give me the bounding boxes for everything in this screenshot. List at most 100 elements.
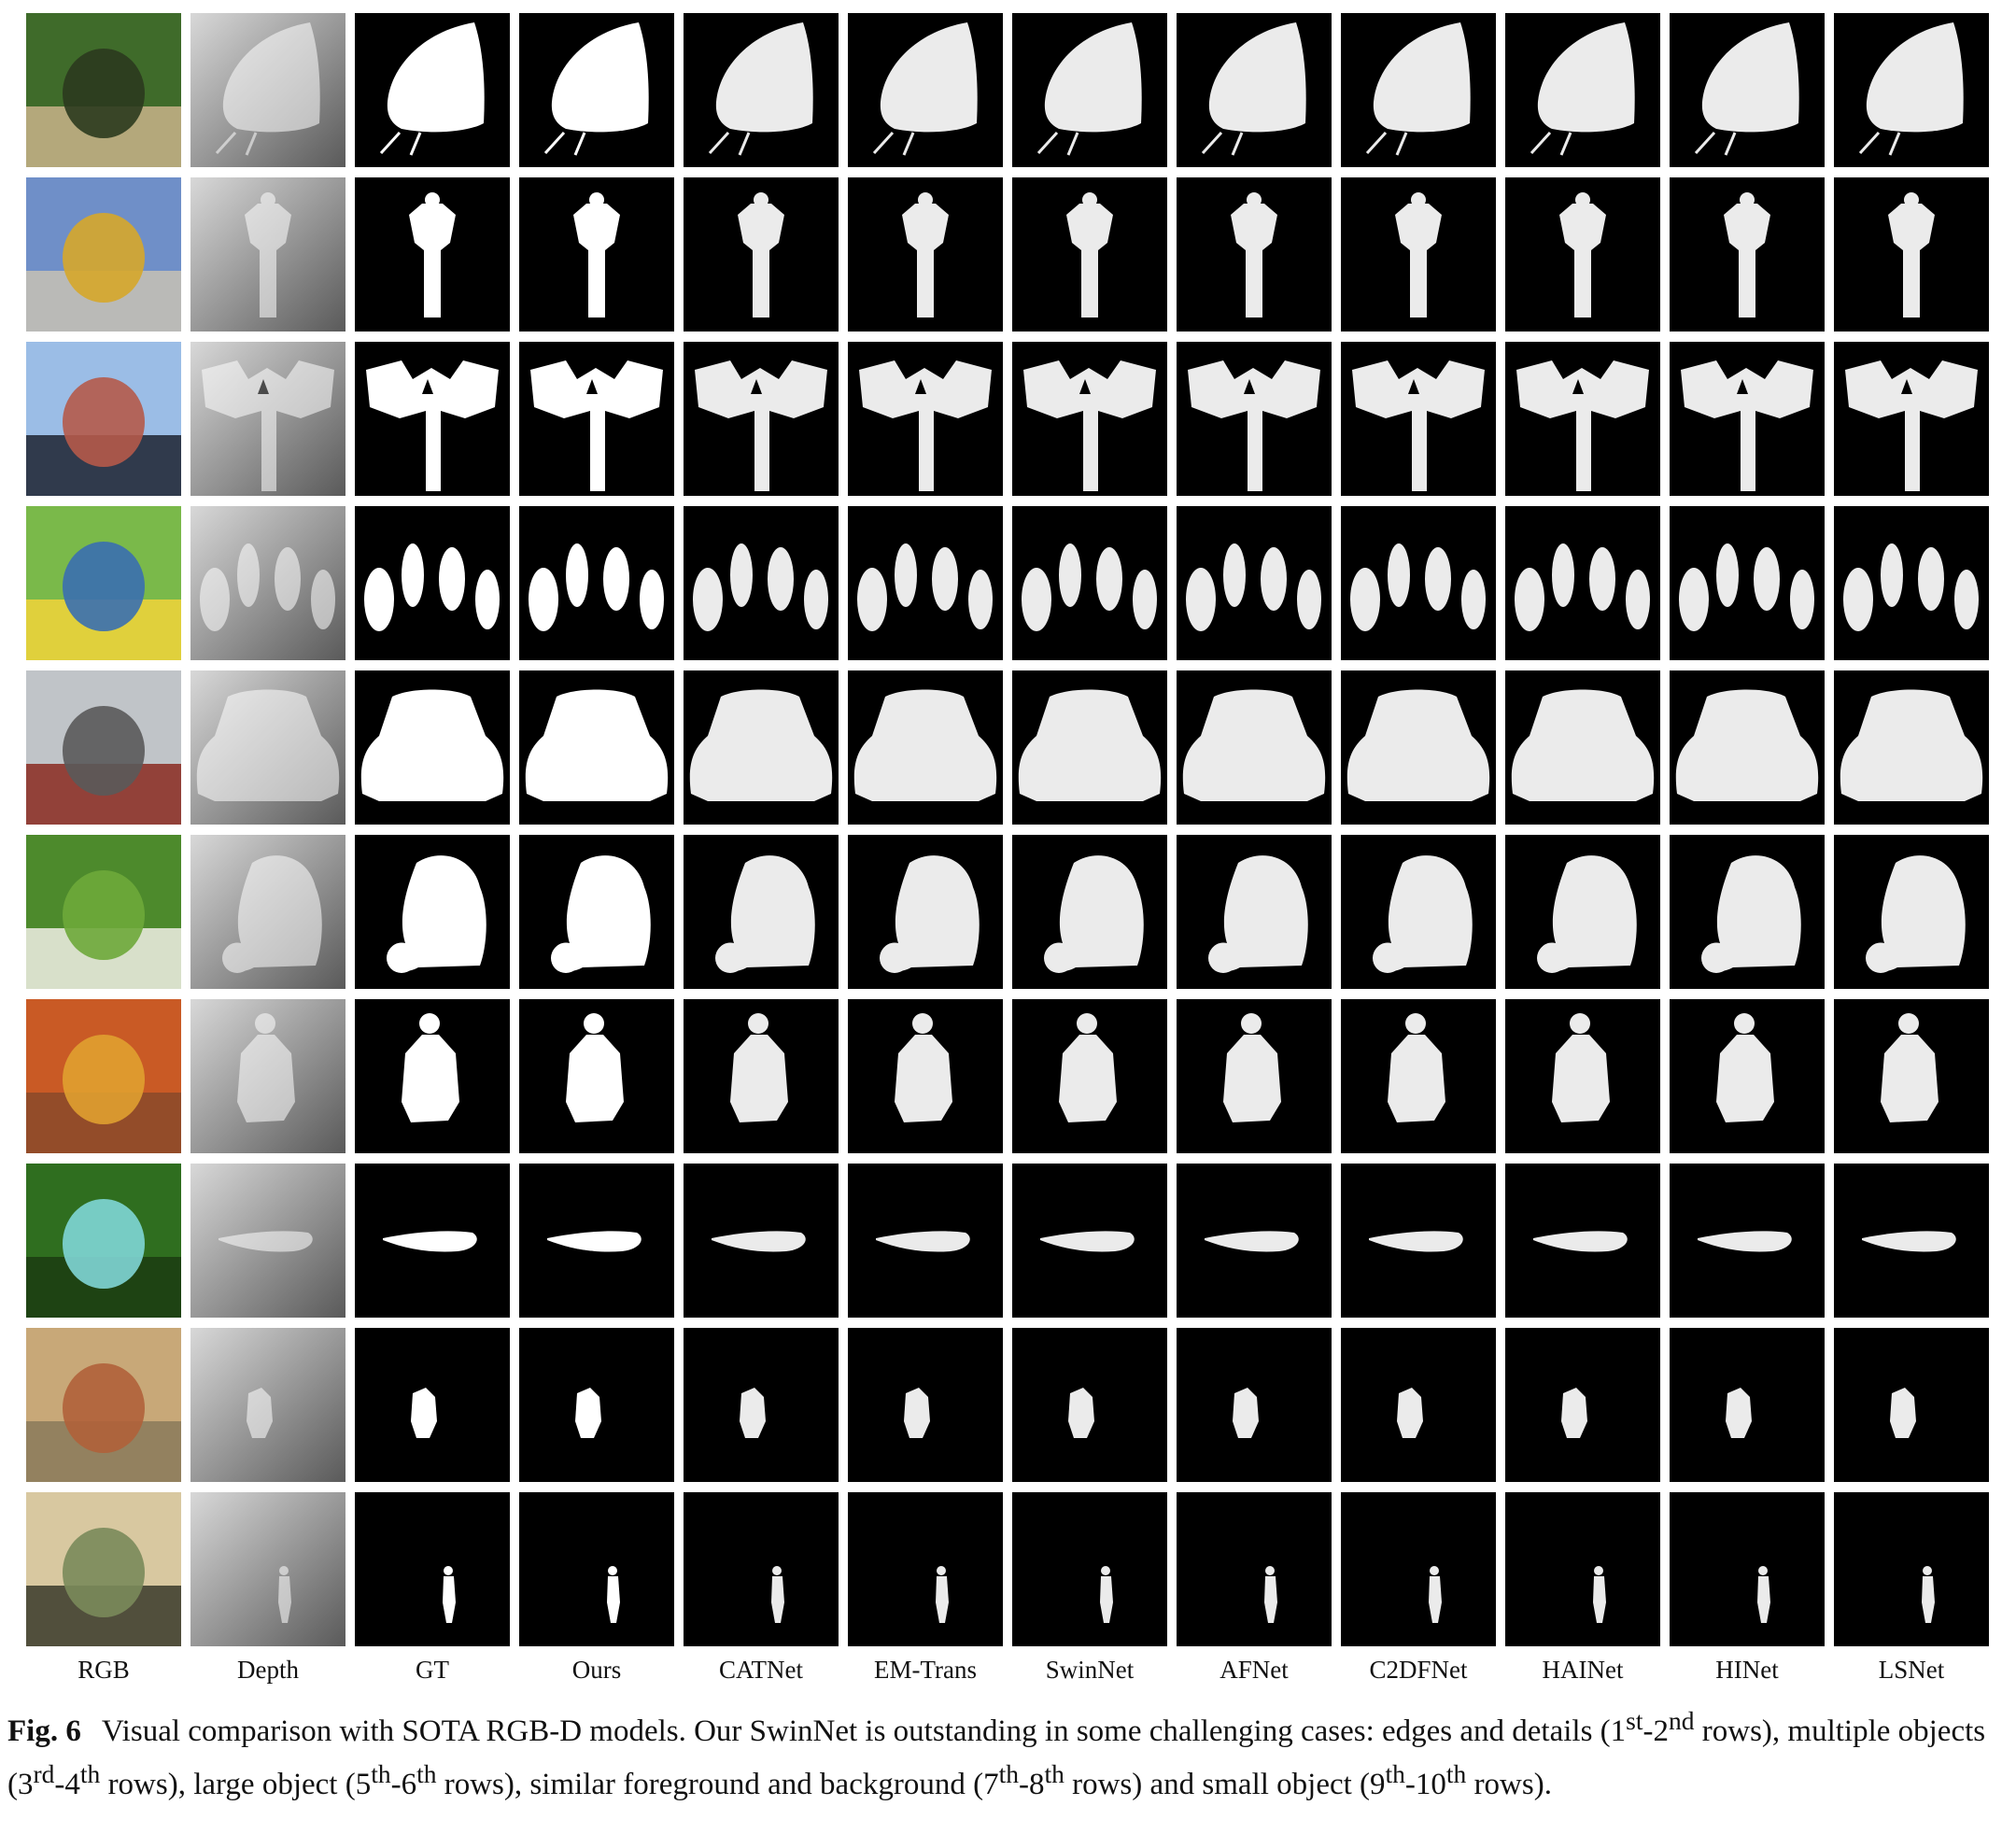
column-label: SwinNet xyxy=(1045,1656,1135,1684)
saliency-mask xyxy=(355,506,510,660)
caption-text-1: Visual comparison with SOTA RGB-D models… xyxy=(101,1714,1627,1748)
cell-rgb xyxy=(26,1492,181,1646)
cell-hainet xyxy=(1505,999,1660,1153)
cell-ours xyxy=(519,13,674,167)
saliency-mask xyxy=(1670,670,1825,825)
saliency-mask xyxy=(1505,1492,1660,1646)
caption-text-7: rows), similar foreground and background… xyxy=(436,1768,999,1801)
saliency-mask xyxy=(1505,835,1660,989)
cell-gt xyxy=(355,342,510,496)
saliency-mask xyxy=(1341,1164,1496,1318)
saliency-mask xyxy=(684,506,839,660)
caption-sup-2: nd xyxy=(1669,1706,1695,1735)
comparison-row xyxy=(26,835,1996,989)
cell-catnet xyxy=(684,1164,839,1318)
cell-c2dfnet xyxy=(1341,1492,1496,1646)
cell-gt xyxy=(355,835,510,989)
saliency-mask xyxy=(684,670,839,825)
saliency-mask xyxy=(684,1328,839,1482)
cell-catnet xyxy=(684,999,839,1153)
cell-depth xyxy=(190,670,345,825)
cell-hinet xyxy=(1670,835,1825,989)
caption-sup-5: th xyxy=(371,1759,391,1788)
comparison-row xyxy=(26,1164,1996,1318)
cell-c2dfnet xyxy=(1341,177,1496,332)
cell-lsnet xyxy=(1834,835,1989,989)
cell-hinet xyxy=(1670,506,1825,660)
cell-ours xyxy=(519,670,674,825)
saliency-mask xyxy=(1834,1164,1989,1318)
column-label: RGB xyxy=(78,1656,130,1684)
cell-hainet xyxy=(1505,13,1660,167)
caption-text-5: rows), large object (5 xyxy=(100,1768,372,1801)
saliency-mask xyxy=(1177,177,1332,332)
saliency-mask xyxy=(1505,177,1660,332)
saliency-mask xyxy=(1834,999,1989,1153)
cell-em-trans xyxy=(848,177,1003,332)
saliency-mask xyxy=(355,342,510,496)
column-label: AFNet xyxy=(1219,1656,1289,1684)
cell-hainet xyxy=(1505,177,1660,332)
caption-sup-3: rd xyxy=(33,1759,55,1788)
cell-swinnet xyxy=(1012,999,1167,1153)
saliency-mask xyxy=(1505,1328,1660,1482)
saliency-mask xyxy=(1341,177,1496,332)
depth-image xyxy=(190,13,345,167)
rgb-image xyxy=(26,1492,181,1646)
saliency-mask xyxy=(684,13,839,167)
saliency-mask xyxy=(848,13,1003,167)
cell-afnet xyxy=(1177,1164,1332,1318)
cell-hainet xyxy=(1505,1492,1660,1646)
saliency-mask xyxy=(848,1492,1003,1646)
caption-text-2: -2 xyxy=(1642,1714,1670,1748)
saliency-mask xyxy=(1341,342,1496,496)
cell-catnet xyxy=(684,342,839,496)
cell-rgb xyxy=(26,342,181,496)
cell-hinet xyxy=(1670,1492,1825,1646)
saliency-mask xyxy=(519,1328,674,1482)
saliency-mask xyxy=(1177,506,1332,660)
saliency-mask xyxy=(519,13,674,167)
cell-gt xyxy=(355,1164,510,1318)
figure-number: Fig. 6 xyxy=(7,1714,81,1748)
cell-em-trans xyxy=(848,1492,1003,1646)
cell-ours xyxy=(519,177,674,332)
column-label: EM-Trans xyxy=(873,1656,978,1684)
rgb-image xyxy=(26,835,181,989)
cell-afnet xyxy=(1177,13,1332,167)
saliency-mask xyxy=(1834,342,1989,496)
depth-image xyxy=(190,1328,345,1482)
cell-em-trans xyxy=(848,13,1003,167)
caption-text-11: rows). xyxy=(1466,1768,1552,1801)
saliency-mask xyxy=(848,670,1003,825)
saliency-mask xyxy=(1834,177,1989,332)
saliency-mask xyxy=(355,1328,510,1482)
comparison-row xyxy=(26,1492,1996,1646)
cell-afnet xyxy=(1177,835,1332,989)
cell-afnet xyxy=(1177,1328,1332,1482)
cell-gt xyxy=(355,506,510,660)
cell-rgb xyxy=(26,13,181,167)
saliency-mask xyxy=(519,835,674,989)
saliency-mask xyxy=(1012,1164,1167,1318)
cell-em-trans xyxy=(848,670,1003,825)
cell-swinnet xyxy=(1012,177,1167,332)
saliency-mask xyxy=(1341,670,1496,825)
cell-gt xyxy=(355,1492,510,1646)
cell-rgb xyxy=(26,999,181,1153)
cell-afnet xyxy=(1177,177,1332,332)
column-label: LSNet xyxy=(1878,1656,1945,1684)
saliency-mask xyxy=(1012,670,1167,825)
saliency-mask xyxy=(355,999,510,1153)
saliency-mask xyxy=(1670,342,1825,496)
rgb-image xyxy=(26,342,181,496)
depth-image xyxy=(190,999,345,1153)
saliency-mask xyxy=(1505,342,1660,496)
cell-lsnet xyxy=(1834,1164,1989,1318)
rgb-image xyxy=(26,999,181,1153)
cell-lsnet xyxy=(1834,506,1989,660)
saliency-mask xyxy=(1177,1328,1332,1482)
cell-c2dfnet xyxy=(1341,835,1496,989)
cell-catnet xyxy=(684,670,839,825)
comparison-row xyxy=(26,342,1996,496)
